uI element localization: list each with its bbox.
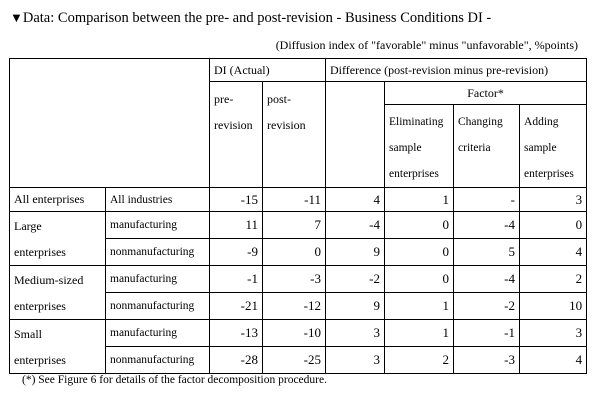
pre-revision-cell: -21	[209, 292, 263, 320]
header-pre-line1: pre-	[214, 92, 234, 106]
pre-revision-cell: -1	[209, 265, 263, 293]
changing-cell: -3	[453, 346, 521, 374]
industry-cell: nonmanufacturing	[105, 292, 210, 320]
difference-cell: 9	[325, 238, 386, 266]
page-title-text: Data: Comparison between the pre- and po…	[22, 10, 492, 26]
header-chg-line2: criteria	[458, 142, 491, 154]
header-blank-cell	[9, 58, 210, 188]
group-large-line1: Large	[14, 218, 42, 233]
difference-cell: 4	[325, 187, 386, 212]
header-elim-line2: sample	[389, 142, 422, 154]
header-elim-line1: Eliminating	[389, 116, 444, 128]
header-eliminating: Eliminating sample enterprises	[384, 104, 455, 188]
header-difference: Difference (post-revision minus pre-revi…	[325, 58, 588, 82]
table-row: All enterprises All industries -15 -11 4…	[9, 187, 588, 212]
adding-cell: 2	[519, 265, 588, 293]
pre-revision-cell: -9	[209, 238, 263, 266]
industry-cell: manufacturing	[105, 211, 210, 239]
industry-cell: nonmanufacturing	[105, 238, 210, 266]
header-adding: Adding sample enterprises	[519, 104, 588, 188]
post-revision-cell: -12	[261, 292, 327, 320]
difference-cell: 3	[325, 346, 386, 374]
changing-cell: -2	[453, 292, 521, 320]
pre-revision-cell: -28	[209, 346, 263, 374]
post-revision-cell: -11	[261, 187, 327, 212]
group-small-line1: Small	[14, 326, 43, 341]
header-di-actual: DI (Actual)	[208, 58, 327, 82]
table-row: Medium-sized enterprises manufacturing -…	[9, 265, 588, 320]
adding-cell: 10	[519, 292, 588, 320]
adding-cell: 4	[519, 346, 588, 374]
industry-cell: manufacturing	[105, 265, 210, 293]
changing-cell: -1	[453, 319, 521, 347]
changing-cell: -	[453, 187, 521, 212]
header-row-3: Eliminating sample enterprises Changing …	[10, 104, 588, 188]
difference-cell: 9	[325, 292, 386, 320]
group-label-large: Large enterprises	[9, 211, 106, 266]
changing-cell: -4	[453, 211, 521, 239]
adding-cell: 3	[519, 319, 588, 347]
header-pre-line2: revision	[214, 118, 253, 132]
difference-cell: -2	[325, 265, 386, 293]
post-revision-cell: -10	[261, 319, 327, 347]
post-revision-cell: -25	[261, 346, 327, 374]
header-difference-blank	[325, 81, 386, 188]
header-add-line1: Adding	[524, 116, 559, 128]
post-revision-cell: 0	[261, 238, 327, 266]
header-add-line2: sample	[524, 142, 557, 154]
post-revision-cell: 7	[261, 211, 327, 239]
difference-cell: -4	[325, 211, 386, 239]
changing-cell: -4	[453, 265, 521, 293]
table-row: Small enterprises manufacturing -13 -10 …	[9, 319, 588, 374]
group-small-line2: enterprises	[14, 352, 66, 367]
header-chg-line1: Changing	[458, 116, 503, 128]
table-row: nonmanufacturing -28 -25 3 2 -3 4	[10, 346, 588, 374]
header-pre-revision: pre- revision	[209, 81, 263, 188]
header-post-line2: revision	[267, 118, 306, 132]
di-comparison-table: DI (Actual) Difference (post-revision mi…	[9, 58, 588, 374]
header-post-revision: post- revision	[261, 81, 327, 188]
header-row-2: pre- revision post- revision Factor*	[10, 81, 588, 188]
adding-cell: 0	[519, 211, 588, 239]
pre-revision-cell: -13	[209, 319, 263, 347]
difference-cell: 3	[325, 319, 386, 347]
eliminating-cell: 1	[384, 319, 455, 347]
eliminating-cell: 1	[384, 292, 455, 320]
industry-cell: nonmanufacturing	[105, 346, 210, 374]
group-medium-line2: enterprises	[14, 298, 66, 313]
header-post-line1: post-	[267, 92, 291, 106]
industry-cell: manufacturing	[105, 319, 210, 347]
header-elim-line3: enterprises	[389, 168, 439, 180]
header-add-line3: enterprises	[524, 168, 574, 180]
changing-cell: 5	[453, 238, 521, 266]
group-medium-line1: Medium-sized	[14, 272, 84, 287]
triangle-down-icon: ▼	[10, 10, 23, 25]
post-revision-cell: -3	[261, 265, 327, 293]
eliminating-cell: 0	[384, 211, 455, 239]
pre-revision-cell: -15	[209, 187, 263, 212]
footnote: (*) See Figure 6 for details of the fact…	[22, 374, 327, 386]
eliminating-cell: 0	[384, 238, 455, 266]
industry-cell: All industries	[105, 187, 210, 212]
adding-cell: 4	[519, 238, 588, 266]
header-row-1: DI (Actual) Difference (post-revision mi…	[9, 58, 588, 188]
units-note: (Diffusion index of "favorable" minus "u…	[275, 38, 578, 52]
adding-cell: 3	[519, 187, 588, 212]
table-row: nonmanufacturing -9 0 9 0 5 4	[10, 238, 588, 266]
header-factor: Factor*	[384, 81, 588, 105]
table-row: nonmanufacturing -21 -12 9 1 -2 10	[10, 292, 588, 320]
table-row: Large enterprises manufacturing 11 7 -4 …	[9, 211, 588, 266]
group-label-all: All enterprises	[9, 187, 106, 212]
group-label-small: Small enterprises	[9, 319, 106, 374]
eliminating-cell: 1	[384, 187, 455, 212]
group-label-medium: Medium-sized enterprises	[9, 265, 106, 320]
pre-revision-cell: 11	[209, 211, 263, 239]
group-large-line2: enterprises	[14, 244, 66, 259]
page-title: ▼Data: Comparison between the pre- and p…	[10, 10, 491, 27]
eliminating-cell: 0	[384, 265, 455, 293]
eliminating-cell: 2	[384, 346, 455, 374]
header-changing: Changing criteria	[453, 104, 521, 188]
